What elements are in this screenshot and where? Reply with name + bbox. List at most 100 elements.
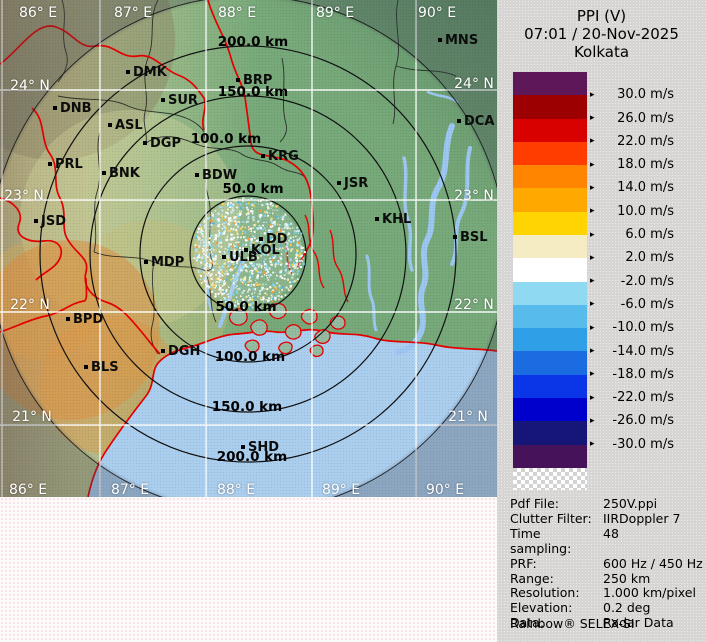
legend-color-band (513, 444, 587, 468)
legend-value-label: ▸ -22.0 m/s (590, 390, 674, 405)
latitude-label: 22° N (10, 297, 50, 313)
city-dot-icon (53, 106, 57, 110)
city-marker-dd: DD (259, 231, 288, 247)
ring-distance-label: 150.0 km (217, 84, 289, 100)
tick-arrow-icon: ▸ (590, 159, 595, 170)
longitude-label: 86° E (18, 5, 58, 21)
city-dot-icon (161, 349, 165, 353)
city-code-label: DMK (133, 64, 167, 80)
legend-color-band (513, 258, 587, 282)
city-dot-icon (337, 181, 341, 185)
legend-value-label: ▸ -18.0 m/s (590, 367, 674, 382)
info-label: Pdf File: (510, 496, 559, 511)
legend-value-text: -2.0 m/s (620, 273, 674, 289)
city-code-label: BPD (73, 311, 104, 327)
info-row: Resolution: 1.000 km/pixel (510, 586, 700, 601)
legend-color-band (513, 397, 587, 422)
city-code-label: ULB (229, 249, 258, 265)
city-dot-icon (241, 445, 245, 449)
legend-value-text: -22.0 m/s (612, 390, 674, 406)
longitude-label: 86° E (8, 482, 48, 497)
legend-color-band (513, 374, 587, 398)
legend-color-band (513, 304, 587, 329)
info-label: Elevation: (510, 600, 573, 616)
tick-arrow-icon: ▸ (590, 346, 595, 357)
legend-value-text: 2.0 m/s (625, 250, 674, 266)
latitude-label: 23° N (454, 188, 494, 204)
city-dot-icon (457, 119, 461, 123)
latitude-label: 21° N (448, 409, 488, 425)
legend-value-label: ▸ 18.0 m/s (590, 157, 674, 172)
ring-distance-label: 50.0 km (222, 181, 284, 197)
city-code-label: JSD (41, 213, 66, 229)
legend-value-text: -26.0 m/s (612, 413, 674, 429)
map-margin (0, 497, 497, 642)
legend-value-text: 30.0 m/s (617, 87, 674, 103)
ring-distance-label: 150.0 km (211, 399, 283, 415)
ring-distance-label: 100.0 km (190, 131, 262, 147)
legend-value-label: ▸ 6.0 m/s (590, 227, 674, 242)
legend-value-text: 26.0 m/s (617, 110, 674, 126)
legend-value-label: ▸ -10.0 m/s (590, 320, 674, 335)
ring-distance-label: 100.0 km (214, 349, 286, 365)
ring-distance-label: 200.0 km (217, 34, 289, 50)
legend-color-band (513, 351, 587, 375)
info-value: 250V.ppi (603, 496, 658, 511)
city-dot-icon (143, 141, 147, 145)
city-code-label: KHL (382, 211, 412, 227)
legend-color-band (513, 95, 587, 119)
city-dot-icon (375, 217, 379, 221)
city-marker-ulb: ULB (222, 249, 258, 265)
city-marker-bpd: BPD (66, 311, 103, 327)
legend-value-label: ▸ 14.0 m/s (590, 180, 674, 195)
legend-value-text: -10.0 m/s (612, 320, 674, 336)
city-code-label: SUR (168, 92, 198, 108)
tick-arrow-icon: ▸ (590, 276, 595, 287)
city-dot-icon (438, 38, 442, 42)
tick-arrow-icon: ▸ (590, 206, 595, 217)
info-value: 48 (603, 525, 619, 541)
legend-value-label: ▸ -14.0 m/s (590, 344, 674, 359)
longitude-label: 88° E (216, 482, 256, 497)
legend-value-label: ▸ -6.0 m/s (590, 297, 674, 312)
range-dim-overlay (0, 0, 497, 497)
latitude-label: 21° N (12, 409, 52, 425)
city-marker-khl: KHL (375, 211, 411, 227)
legend-color-band (513, 72, 587, 96)
legend-value-label: ▸ -30.0 m/s (590, 437, 674, 452)
info-value: IIRDoppler 7 (603, 510, 681, 526)
city-marker-dca: DCA (457, 113, 494, 129)
tick-arrow-icon: ▸ (590, 229, 595, 240)
longitude-label: 87° E (113, 5, 153, 21)
legend-value-text: 18.0 m/s (617, 157, 674, 173)
city-marker-shd: SHD (241, 439, 279, 455)
city-marker-dgp: DGP (143, 135, 181, 151)
city-marker-bsl: BSL (453, 229, 488, 245)
city-code-label: BLS (91, 359, 119, 375)
city-dot-icon (144, 260, 148, 264)
legend-color-band (513, 165, 587, 189)
city-marker-jsr: JSR (337, 175, 368, 191)
info-label: Data: (510, 615, 545, 631)
legend-color-band (513, 281, 587, 305)
city-dot-icon (236, 78, 240, 82)
product-title: PPI (V) (576, 7, 627, 25)
legend-value-text: 6.0 m/s (625, 227, 674, 243)
header: PPI (V) 07:01 / 20-Nov-2025 Kolkata (497, 7, 706, 61)
station-name: Kolkata (573, 43, 630, 61)
map-labels-layer: 86° E 87° E 88° E 89° E 90° E 86° E 87° E 88° E… (4, 5, 494, 497)
tick-arrow-icon: ▸ (590, 252, 595, 263)
city-code-label: BRP (243, 72, 273, 88)
city-code-label: JSR (344, 175, 369, 191)
city-dot-icon (48, 162, 52, 166)
legend-color-band (513, 421, 587, 445)
city-code-label: MNS (445, 32, 479, 48)
city-marker-dgh: DGH (161, 343, 200, 359)
longitude-label: 90° E (417, 5, 457, 21)
latitude-label: 22° N (454, 297, 494, 313)
city-dot-icon (126, 70, 130, 74)
tick-arrow-icon: ▸ (590, 136, 595, 147)
legend-color-band (513, 328, 587, 352)
legend-color-band (513, 141, 587, 166)
legend-value-label: ▸ 30.0 m/s (590, 87, 674, 102)
